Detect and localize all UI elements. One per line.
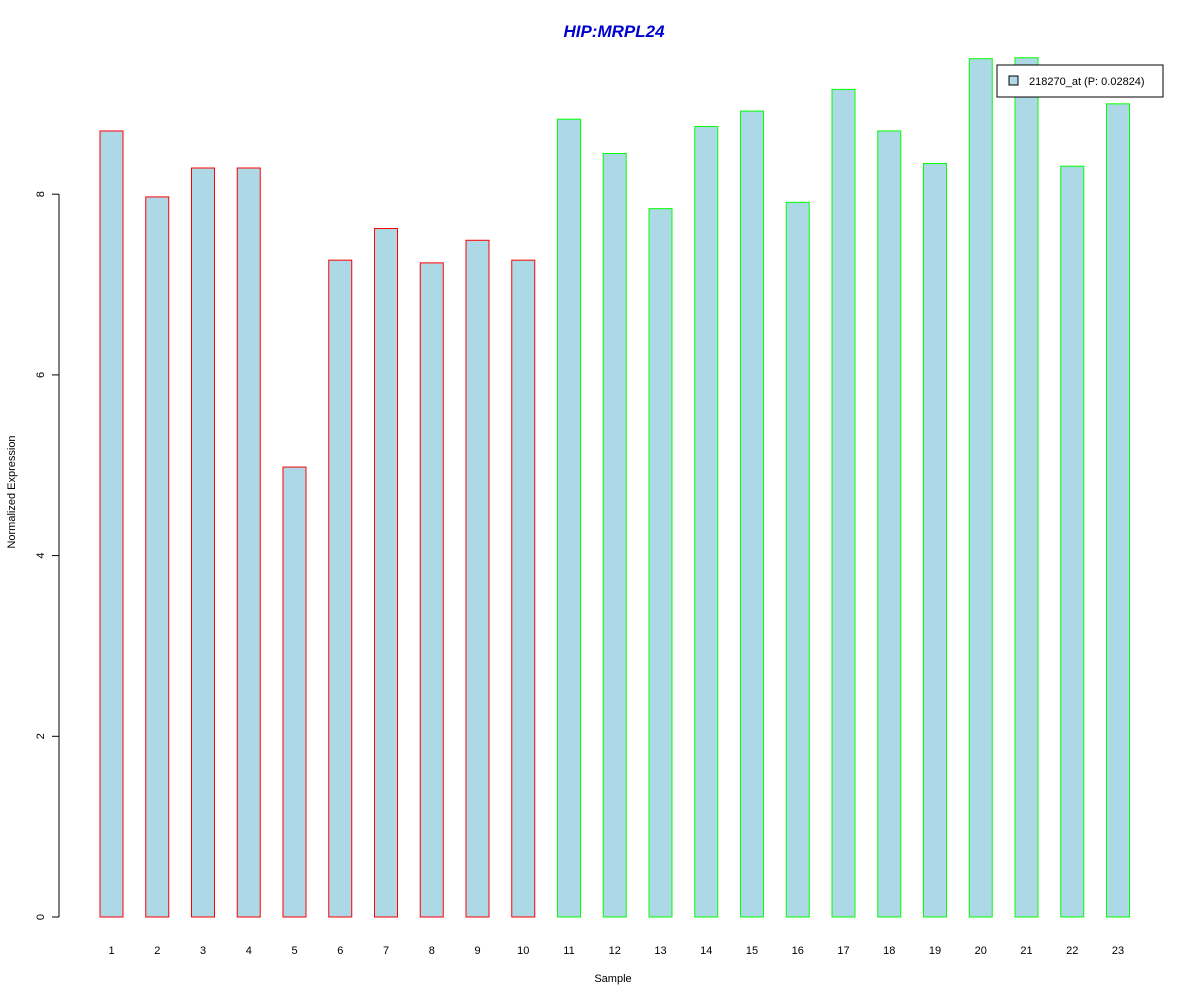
bar-sample-3 bbox=[191, 167, 215, 918]
y-tick-label: 4 bbox=[35, 553, 47, 559]
x-tick-label: 17 bbox=[837, 945, 849, 957]
y-tick-label: 6 bbox=[35, 372, 47, 378]
x-tick-label: 16 bbox=[792, 945, 804, 957]
bar-sample-9 bbox=[465, 239, 490, 918]
x-tick-label: 23 bbox=[1112, 945, 1124, 957]
bar-group bbox=[99, 57, 1130, 918]
bar-sample-11 bbox=[557, 118, 581, 918]
legend-label: 218270_at (P: 0.02824) bbox=[1029, 76, 1145, 88]
bar-sample-14 bbox=[694, 125, 719, 918]
y-tick-label: 0 bbox=[35, 914, 47, 920]
bar-sample-5 bbox=[282, 466, 307, 918]
bar-sample-7 bbox=[374, 228, 398, 918]
bar-sample-2 bbox=[145, 196, 170, 918]
x-tick-label: 1 bbox=[108, 945, 114, 957]
bar-sample-18 bbox=[877, 130, 902, 918]
y-tick-label: 8 bbox=[35, 191, 47, 197]
bar-sample-12 bbox=[602, 153, 627, 918]
x-tick-label: 4 bbox=[246, 945, 252, 957]
x-tick-label: 22 bbox=[1066, 945, 1078, 957]
bar-sample-10 bbox=[511, 259, 536, 918]
bar-sample-6 bbox=[328, 259, 353, 918]
legend-box bbox=[996, 64, 1164, 98]
bar-sample-15 bbox=[740, 110, 764, 918]
legend: 218270_at (P: 0.02824) bbox=[996, 64, 1164, 98]
bar-sample-19 bbox=[923, 162, 947, 918]
bar-sample-17 bbox=[831, 88, 856, 918]
x-tick-label: 15 bbox=[746, 945, 758, 957]
bar-sample-20 bbox=[968, 58, 993, 918]
chart-title: HIP:MRPL24 bbox=[563, 22, 665, 41]
bar-sample-22 bbox=[1060, 165, 1085, 918]
x-tick-label: 19 bbox=[929, 945, 941, 957]
x-tick-label: 6 bbox=[337, 945, 343, 957]
bar-sample-16 bbox=[785, 201, 810, 918]
bar-sample-1 bbox=[99, 130, 124, 918]
bar-sample-4 bbox=[236, 167, 261, 918]
x-tick-label: 18 bbox=[883, 945, 895, 957]
x-tick-label: 10 bbox=[517, 945, 529, 957]
bar-sample-23 bbox=[1106, 103, 1130, 918]
x-tick-label: 12 bbox=[609, 945, 621, 957]
x-tick-label: 3 bbox=[200, 945, 206, 957]
legend-swatch bbox=[1008, 75, 1019, 86]
y-axis: 0 2 4 6 8 bbox=[35, 191, 60, 920]
x-tick-label: 8 bbox=[429, 945, 435, 957]
y-axis-label: Normalized Expression bbox=[6, 435, 18, 548]
x-tick-label: 5 bbox=[291, 945, 297, 957]
bar-sample-21 bbox=[1014, 57, 1039, 918]
x-tick-label: 2 bbox=[154, 945, 160, 957]
bar-sample-13 bbox=[648, 208, 673, 918]
x-tick-labels: 1 2 3 4 5 6 7 8 9 10 11 12 13 14 15 16 17 18 19 20 21 22 23 bbox=[108, 945, 1124, 957]
x-tick-label: 14 bbox=[700, 945, 712, 957]
y-tick-label: 2 bbox=[35, 733, 47, 739]
x-tick-label: 11 bbox=[563, 945, 574, 957]
x-tick-label: 21 bbox=[1020, 945, 1032, 957]
x-axis-label: Sample bbox=[594, 973, 631, 985]
x-tick-label: 13 bbox=[654, 945, 666, 957]
x-tick-label: 9 bbox=[474, 945, 480, 957]
bar-sample-8 bbox=[419, 262, 444, 918]
x-tick-label: 20 bbox=[975, 945, 987, 957]
x-tick-label: 7 bbox=[383, 945, 389, 957]
